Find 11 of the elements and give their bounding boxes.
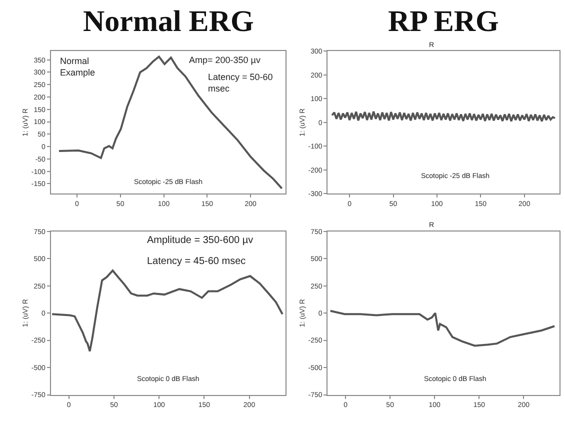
line-series — [51, 270, 284, 352]
chart-title: Normal ERG — [83, 5, 254, 38]
line-series — [329, 310, 556, 347]
annotation: Normal Example — [60, 56, 96, 78]
line-series — [58, 56, 283, 190]
annotation: Latency = 45-60 msec — [147, 256, 246, 267]
annotation: Amplitude = 350-600 µv — [147, 235, 254, 246]
chart-title: RP ERG — [388, 5, 499, 38]
annotation: Latency = 50-60 msec — [208, 72, 273, 94]
line-series — [331, 110, 556, 122]
annotation: Amp= 200-350 µv — [189, 55, 261, 65]
